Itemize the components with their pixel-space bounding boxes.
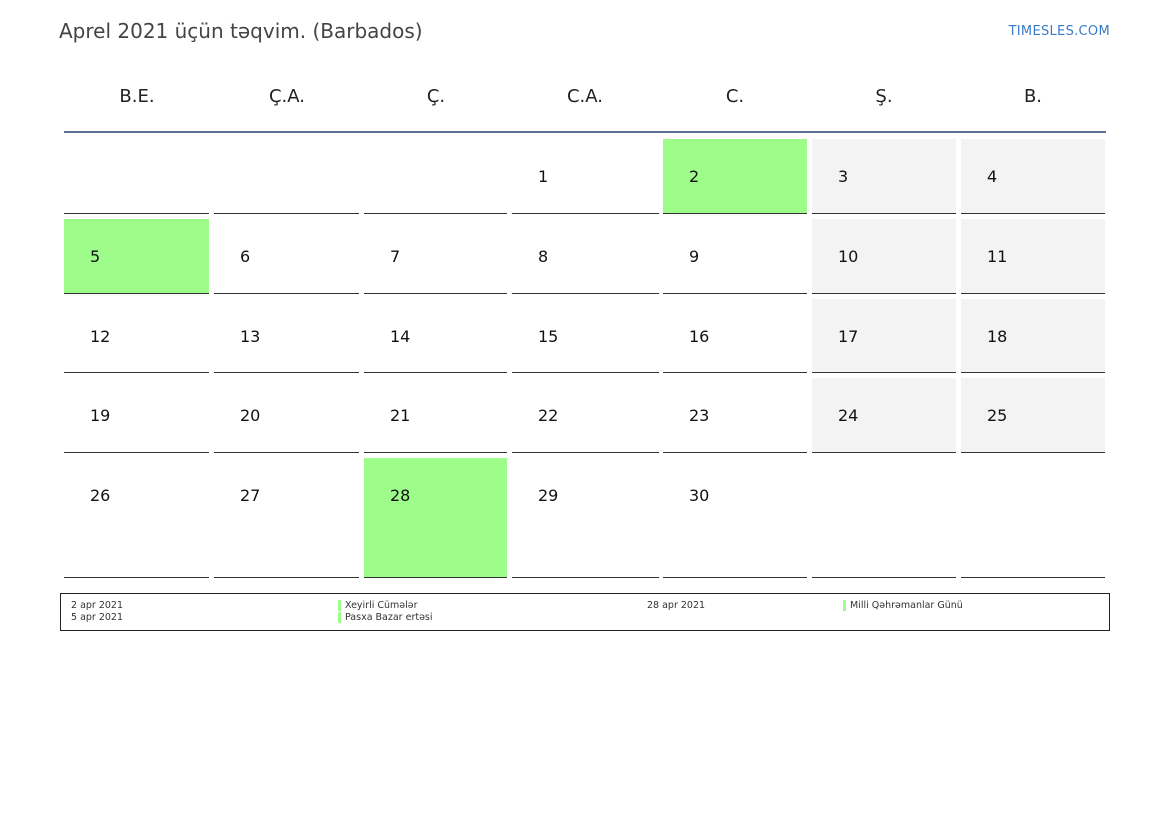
calendar-day-cell[interactable]: 24: [812, 378, 956, 453]
calendar-day-cell[interactable]: 19: [64, 378, 209, 453]
day-number: 17: [838, 327, 859, 346]
calendar-day-cell[interactable]: 30: [663, 458, 807, 578]
day-number: 6: [240, 247, 251, 266]
calendar-day-cell[interactable]: 29: [512, 458, 659, 578]
day-number: 23: [689, 406, 710, 425]
calendar-day-cell[interactable]: 1: [512, 139, 659, 214]
calendar-day-cell[interactable]: 9: [663, 219, 807, 294]
weekday-header-row: B.E. Ç.A. Ç. C.A. C. Ş. B.: [64, 86, 1106, 112]
holiday-date: 28 apr 2021: [647, 600, 706, 611]
calendar-day-cell[interactable]: 25: [961, 378, 1105, 453]
weekday-label: B.E.: [119, 86, 155, 107]
holiday-legend: 2 apr 2021 5 apr 2021 Xeyirli Cümələr Pa…: [60, 593, 1110, 631]
calendar-day-cell[interactable]: 13: [214, 299, 359, 373]
calendar-day-cell[interactable]: 22: [512, 378, 659, 453]
day-number: 25: [987, 406, 1008, 425]
day-number: 5: [90, 247, 101, 266]
calendar-day-cell[interactable]: 10: [812, 219, 956, 294]
holiday-color-marker: [338, 612, 341, 623]
calendar-day-cell[interactable]: 11: [961, 219, 1105, 294]
day-number: 15: [538, 327, 559, 346]
holiday-color-marker: [338, 600, 341, 611]
calendar-empty-cell: [64, 139, 209, 214]
day-number: 2: [689, 167, 700, 186]
day-number: 9: [689, 247, 700, 266]
weekday-label: B.: [1023, 86, 1043, 107]
calendar-day-cell[interactable]: 2: [663, 139, 807, 214]
calendar-empty-cell: [364, 139, 507, 214]
calendar-day-cell[interactable]: 26: [64, 458, 209, 578]
weekday-label: Ş.: [875, 86, 893, 107]
calendar-day-cell[interactable]: 3: [812, 139, 956, 214]
calendar-day-cell[interactable]: 7: [364, 219, 507, 294]
page-title: Aprel 2021 üçün təqvim. (Barbados): [59, 19, 423, 43]
day-number: 20: [240, 406, 261, 425]
calendar-day-cell[interactable]: 14: [364, 299, 507, 373]
day-number: 13: [240, 327, 261, 346]
calendar-day-cell[interactable]: 5: [64, 219, 209, 294]
day-number: 19: [90, 406, 111, 425]
day-number: 12: [90, 327, 111, 346]
calendar-day-cell[interactable]: 27: [214, 458, 359, 578]
day-number: 11: [987, 247, 1008, 266]
day-number: 18: [987, 327, 1008, 346]
holiday-name: Xeyirli Cümələr: [345, 600, 418, 611]
weekday-label: C.A.: [566, 86, 603, 107]
calendar-day-cell[interactable]: 20: [214, 378, 359, 453]
calendar-empty-cell: [214, 139, 359, 214]
day-number: 3: [838, 167, 849, 186]
holiday-name: Milli Qəhrəmanlar Günü: [850, 600, 963, 611]
day-number: 7: [390, 247, 401, 266]
day-number: 22: [538, 406, 559, 425]
calendar-day-cell[interactable]: 4: [961, 139, 1105, 214]
holiday-date: 2 apr 2021: [71, 600, 124, 611]
calendar-empty-cell: [812, 458, 956, 578]
brand-link[interactable]: TIMESLES.COM: [1008, 24, 1110, 39]
calendar-day-cell[interactable]: 21: [364, 378, 507, 453]
holiday-name: Pasxa Bazar ertəsi: [345, 612, 433, 623]
day-number: 24: [838, 406, 859, 425]
day-number: 21: [390, 406, 411, 425]
weekday-label: C.: [725, 86, 745, 107]
day-number: 27: [240, 486, 261, 505]
calendar-day-cell[interactable]: 16: [663, 299, 807, 373]
day-number: 10: [838, 247, 859, 266]
weekday-label: Ç.: [426, 86, 446, 107]
holiday-color-marker: [843, 600, 846, 611]
calendar-empty-cell: [961, 458, 1105, 578]
day-number: 29: [538, 486, 559, 505]
calendar-day-cell[interactable]: 15: [512, 299, 659, 373]
calendar-day-cell[interactable]: 8: [512, 219, 659, 294]
day-number: 8: [538, 247, 549, 266]
calendar-day-cell[interactable]: 18: [961, 299, 1105, 373]
day-number: 26: [90, 486, 111, 505]
day-number: 30: [689, 486, 710, 505]
day-number: 14: [390, 327, 411, 346]
weekday-label: Ç.A.: [268, 86, 305, 107]
calendar-day-cell[interactable]: 23: [663, 378, 807, 453]
day-number: 1: [538, 167, 549, 186]
calendar-day-cell[interactable]: 12: [64, 299, 209, 373]
holiday-date: 5 apr 2021: [71, 612, 124, 623]
day-number: 28: [390, 486, 411, 505]
calendar-day-cell[interactable]: 17: [812, 299, 956, 373]
day-number: 4: [987, 167, 998, 186]
header-divider: [64, 131, 1106, 133]
calendar-day-cell[interactable]: 28: [364, 458, 507, 578]
calendar-day-cell[interactable]: 6: [214, 219, 359, 294]
day-number: 16: [689, 327, 710, 346]
